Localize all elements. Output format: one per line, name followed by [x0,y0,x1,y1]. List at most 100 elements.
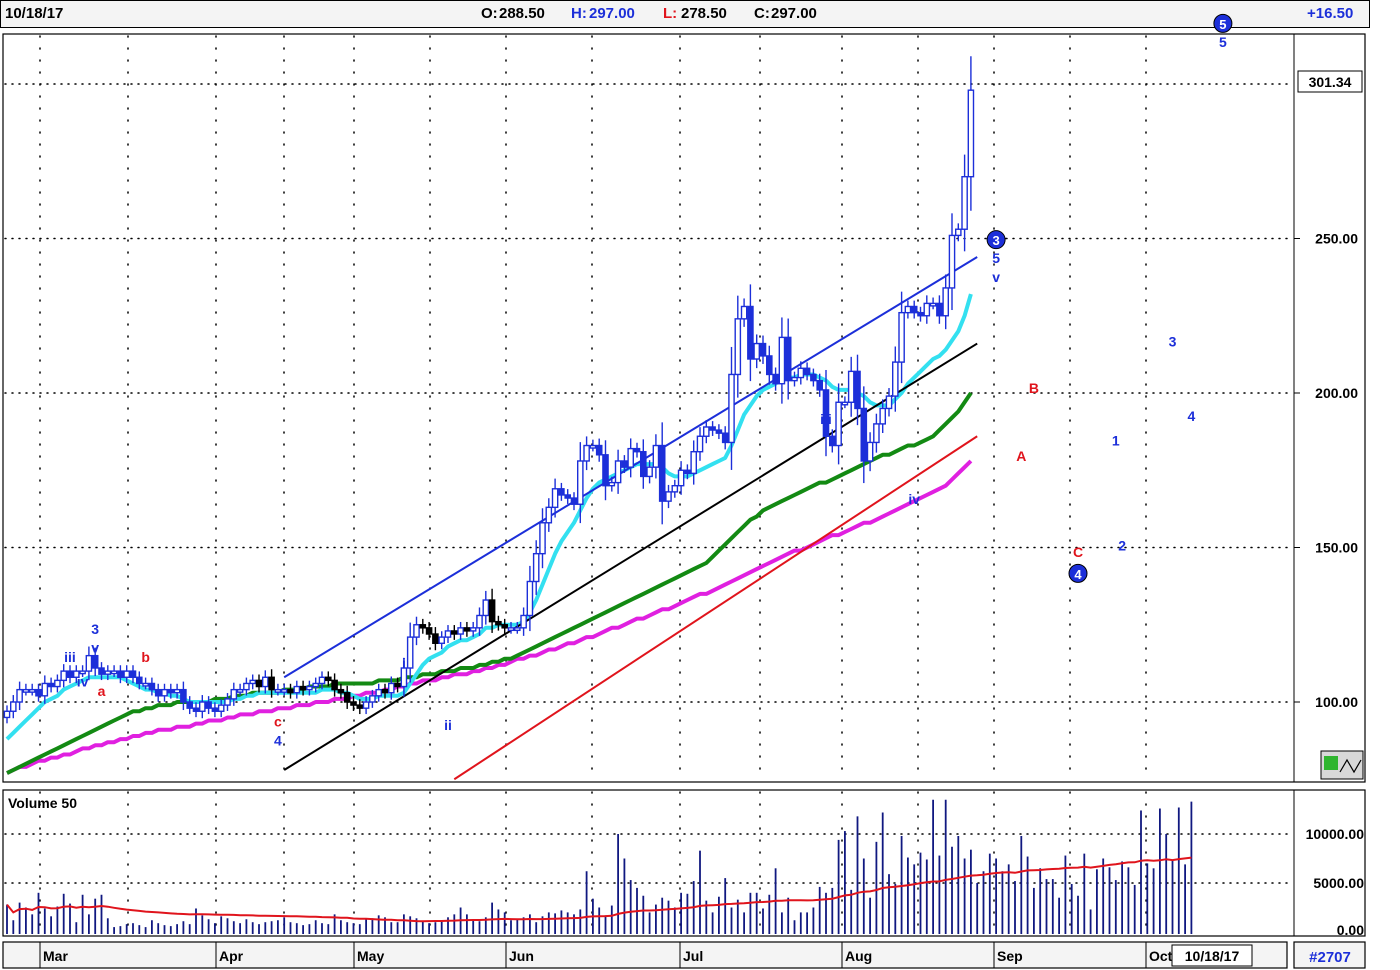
candle [942,274,949,330]
month-label: Apr [219,948,244,964]
wave-label: iv [77,674,89,690]
candle-body [602,454,609,487]
candle [444,625,452,643]
candle-body [577,460,584,505]
current-price-label: 301.34 [1309,74,1352,90]
candle [54,674,61,693]
candle-body [816,379,823,391]
candle-body [129,670,137,678]
wave-label: i [402,655,406,671]
candle-body [507,627,515,632]
candle [614,449,622,494]
high-label: H: [571,5,587,22]
candle [255,674,263,693]
candle [583,436,590,471]
candle-body [161,688,168,697]
candle-body [350,701,357,706]
candle-body [501,624,509,629]
candle-body [929,302,937,307]
candle [388,676,395,700]
cursor-date: 10/18/17 [1185,948,1240,964]
candle-body [16,688,23,703]
wave-circle-text: 5 [1219,17,1226,32]
chart-widgets: 10/18/17 #2707 [1171,750,1364,967]
candle-body [892,361,899,397]
candle [72,665,80,684]
candle [98,662,105,681]
candle-body [469,627,477,632]
candle-body [312,682,320,688]
candle [66,665,74,684]
candle-body [917,311,924,317]
wave-label: 4 [274,732,282,748]
candle-body [331,679,338,691]
candle-body [526,580,534,617]
candle-body [847,370,855,403]
candle [507,621,515,634]
candle-body [79,670,86,675]
candle-body [545,506,553,524]
candle-body [955,228,962,237]
candle [545,498,553,532]
candle-body [961,175,968,230]
candle [526,565,534,632]
candle-body [791,376,798,382]
candle-body [293,685,301,694]
month-label: Jul [683,948,703,964]
candle-body [633,447,641,453]
candle [262,670,269,694]
chart-tool-button[interactable] [1320,750,1364,780]
wave-circle [986,230,1006,250]
symbol-id: #2707 [1309,949,1351,966]
candle [564,489,571,504]
candle-body [167,688,175,694]
candle [728,346,735,470]
wave-circle [1068,563,1088,583]
candle-body [425,627,433,635]
candle-body [249,679,257,685]
candle-body [186,701,194,709]
candle-body [236,688,244,693]
candle [784,318,792,400]
candle [892,346,899,412]
candle [3,705,11,724]
candle [671,479,679,498]
candle [167,683,175,699]
high-value: 297.00 [589,5,635,22]
trend-channels [283,256,978,781]
candle [28,683,36,696]
price-candles [3,56,975,724]
candle-body [318,676,326,685]
candle [280,683,288,696]
candle [829,429,836,453]
candle [696,427,704,461]
candle [419,618,427,634]
volume-panel: Volume 50 0.00 5000.00 10000.00 [6,795,1364,938]
candle-body [22,688,30,693]
candle-body [778,336,786,385]
candle-body [753,342,760,360]
candle-body [356,704,364,709]
wave-label: 3 [91,621,99,637]
candle [923,295,931,324]
price-tick-label: 150.00 [1315,540,1358,556]
candle [772,367,779,391]
mid-channel-line [283,342,978,771]
candle-body [444,630,452,638]
candle [577,442,584,524]
candle [766,345,773,385]
candle [847,356,855,417]
candle [312,677,320,693]
candle [192,702,200,718]
wave-circle-text: 4 [1074,567,1082,582]
candle-body [35,688,42,697]
candle [488,588,496,633]
candle [180,681,187,711]
candle-body [381,688,389,694]
candle-body [904,305,912,314]
candle-body [766,355,773,376]
candle [759,335,767,364]
candle-body [41,682,49,697]
